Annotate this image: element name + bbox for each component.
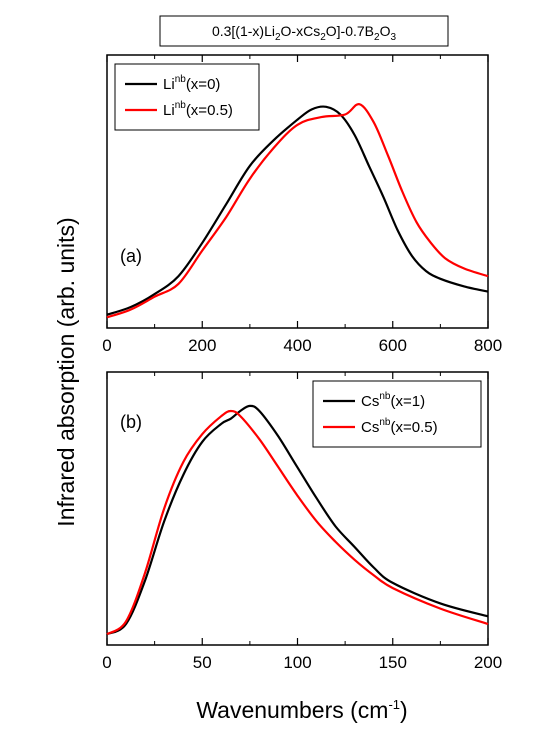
legend-entry-rest: (x=0.5) xyxy=(186,102,233,119)
title-segment: O xyxy=(380,23,391,39)
figure-title: 0.3[(1-x)Li2O-xCs2O]-0.7B2O3 xyxy=(159,15,449,47)
legend-entry-rest: (x=0) xyxy=(186,76,221,93)
title-subscript: 3 xyxy=(390,32,396,43)
x-tick-label: 0 xyxy=(102,336,111,355)
legend-entry-base: Cs xyxy=(361,419,379,436)
title-segment: O]-0.7B xyxy=(326,23,374,39)
x-tick-label: 400 xyxy=(283,336,311,355)
legend-entry-base: Li xyxy=(163,102,175,119)
legend-entry-base: Li xyxy=(163,76,175,93)
legend-box xyxy=(114,63,260,131)
x-tick-label: 600 xyxy=(379,336,407,355)
legend-entry: Linb(x=0.5) xyxy=(163,100,233,119)
x-tick-label: 100 xyxy=(283,653,311,672)
x-tick-label: 200 xyxy=(188,336,216,355)
legend-entry-sup: nb xyxy=(175,100,187,111)
panel-b: 0 50 100 150 200(b)Csnb(x=1)Csnb(x=0.5) xyxy=(102,371,502,672)
x-tick-label: 200 xyxy=(474,653,502,672)
legend-entry-rest: (x=0.5) xyxy=(390,419,437,436)
panel-a: 0 200 400 600 800(a)Linb(x=0)Linb(x=0.5) xyxy=(102,54,502,355)
title-segment: 0.3[(1-x)Li xyxy=(212,23,275,39)
title-text: 0.3[(1-x)Li2O-xCs2O]-0.7B2O3 xyxy=(212,23,397,43)
legend-entry-base: Cs xyxy=(361,393,379,410)
legend-entry: Linb(x=0) xyxy=(163,74,220,93)
title-subscript: 2 xyxy=(374,32,380,43)
legend-entry-rest: (x=1) xyxy=(390,393,425,410)
panel-label: (a) xyxy=(120,246,142,266)
title-subscript: 2 xyxy=(320,32,326,43)
legend-entry-sup: nb xyxy=(379,391,391,402)
x-tick-label: 0 xyxy=(102,653,111,672)
x-axis-label-close: ) xyxy=(400,697,408,723)
x-axis-label-main: Wavenumbers (cm xyxy=(196,697,388,723)
title-segment: O-xCs xyxy=(281,23,321,39)
series-line-2 xyxy=(106,409,489,636)
series-line-1 xyxy=(106,404,489,636)
x-tick-label: 50 xyxy=(193,653,212,672)
legend-entry-sup: nb xyxy=(379,417,391,428)
title-box xyxy=(159,15,449,47)
y-axis-label: Infrared absorption (arb. units) xyxy=(53,217,79,526)
legend-box xyxy=(312,380,482,448)
legend-entry-sup: nb xyxy=(175,74,187,85)
series-line-1 xyxy=(106,105,489,316)
title-subscript: 2 xyxy=(275,32,281,43)
panel-label: (b) xyxy=(120,412,142,432)
series-line-2 xyxy=(106,103,489,319)
x-axis-label-sup: -1 xyxy=(388,697,400,712)
legend-entry: Csnb(x=1) xyxy=(361,391,425,410)
legend-entry: Csnb(x=0.5) xyxy=(361,417,438,436)
x-tick-label: 800 xyxy=(474,336,502,355)
x-tick-label: 150 xyxy=(379,653,407,672)
x-axis-label: Wavenumbers (cm-1) xyxy=(196,697,407,723)
